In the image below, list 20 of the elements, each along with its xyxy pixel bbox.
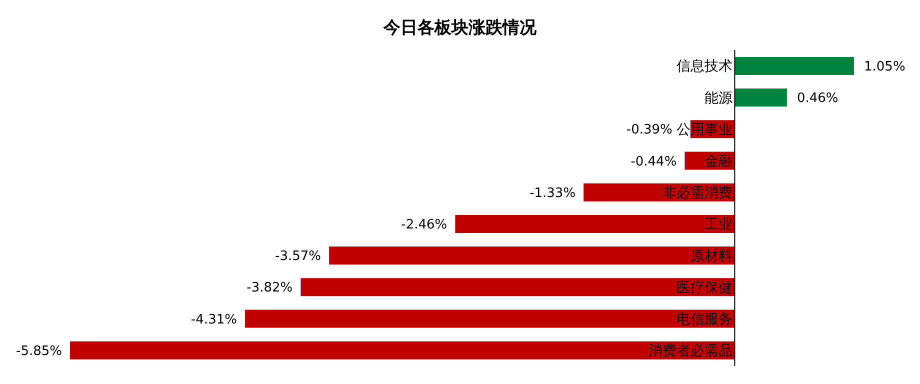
data-label: -3.82% <box>246 280 293 296</box>
y-tick-label: 金融 <box>704 154 732 170</box>
data-label: 0.46% <box>796 91 838 106</box>
chart-title: 今日各板块涨跌情况 <box>382 17 538 40</box>
data-label: -2.46% <box>401 218 448 232</box>
y-tick-label: 信息技术 <box>676 58 732 75</box>
data-label: 1.05% <box>864 60 906 74</box>
data-label: -5.85% <box>16 344 62 359</box>
y-tick-label: 原材料 <box>690 248 732 264</box>
data-label: -3.57% <box>275 249 322 264</box>
data-label: -0.39% <box>626 122 672 138</box>
y-tick-label: 非必需消费 <box>662 185 732 202</box>
data-label: -1.33% <box>530 186 576 201</box>
y-tick-label: 能源 <box>704 90 732 106</box>
y-tick-label: 工业 <box>704 216 732 233</box>
y-tick-label: 电信服务 <box>676 312 732 328</box>
data-label: -0.44% <box>630 154 677 170</box>
data-label: -4.31% <box>190 312 237 328</box>
y-tick-label: 医疗保健 <box>676 280 732 296</box>
y-tick-label: 消费者必需品 <box>648 343 732 360</box>
